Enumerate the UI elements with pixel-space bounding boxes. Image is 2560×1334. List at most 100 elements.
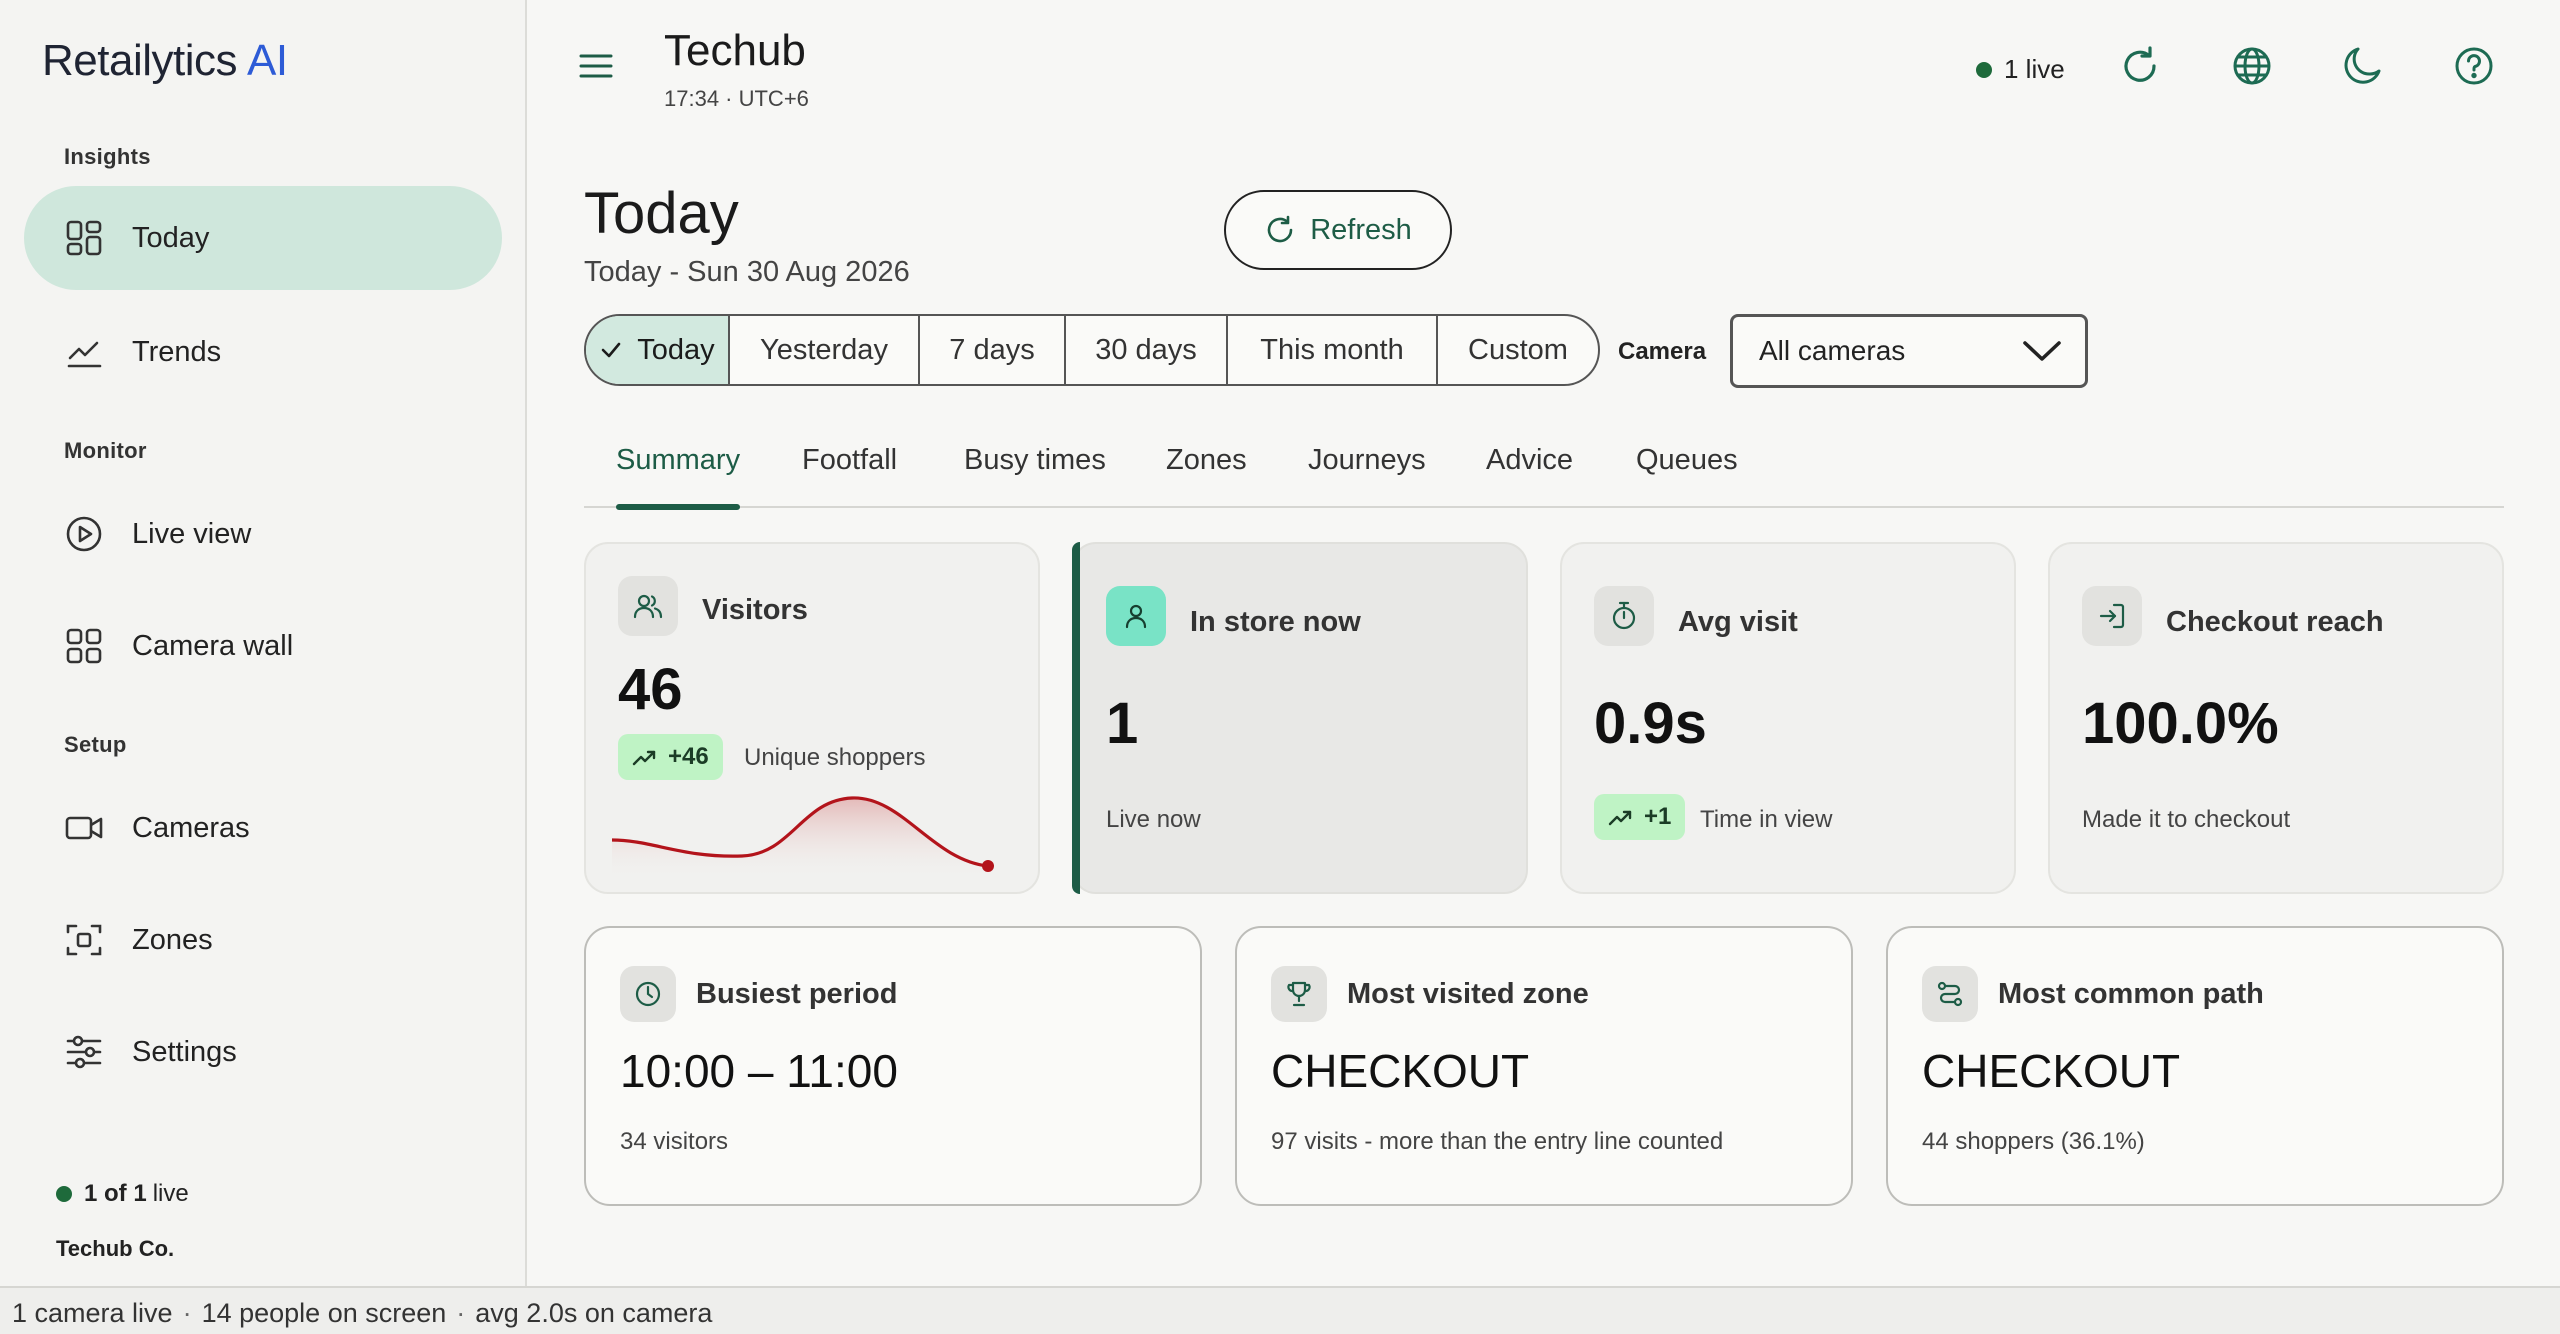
- view-tabs: Summary Footfall Busy times Zones Journe…: [584, 436, 2504, 510]
- sidebar-item-label: Cameras: [132, 811, 250, 844]
- range-30-days[interactable]: 30 days: [1066, 316, 1228, 384]
- date-range-selector: Today Yesterday 7 days 30 days This mont…: [584, 314, 1600, 386]
- menu-icon[interactable]: [578, 48, 614, 84]
- live-count: 1 of 1: [84, 1180, 147, 1207]
- tab-advice[interactable]: Advice: [1486, 444, 1574, 476]
- globe-icon[interactable]: [2230, 44, 2274, 88]
- insight-value: CHECKOUT: [1271, 1045, 1530, 1097]
- range-label: 30 days: [1095, 333, 1197, 366]
- sidebar-item-label: Live view: [132, 517, 252, 550]
- visitors-sparkline: [612, 796, 994, 880]
- refresh-button[interactable]: Refresh: [1224, 190, 1452, 270]
- sidebar-item-label: Settings: [132, 1035, 237, 1068]
- kpi-value: 1: [1106, 691, 1139, 756]
- insight-value: 10:00 – 11:00: [620, 1045, 898, 1097]
- video-camera-icon: [64, 808, 104, 848]
- kpi-subtitle: Made it to checkout: [2082, 806, 2291, 833]
- sidebar-item-label: Camera wall: [132, 629, 294, 662]
- tab-queues[interactable]: Queues: [1636, 444, 1738, 476]
- sidebar-item-trends[interactable]: Trends: [24, 300, 502, 404]
- camera-select-value: All cameras: [1759, 335, 1906, 366]
- sidebar-item-camera-wall[interactable]: Camera wall: [24, 594, 502, 698]
- kpi-card-checkout-reach: Checkout reach 100.0% Made it to checkou…: [2048, 542, 2504, 894]
- section-label-insights: Insights: [64, 144, 151, 169]
- play-circle-icon: [64, 514, 104, 554]
- camera-select[interactable]: All cameras: [1730, 314, 2088, 388]
- trend-chart-icon: [64, 332, 104, 372]
- tab-footfall[interactable]: Footfall: [802, 444, 898, 476]
- kpi-value: 100.0%: [2082, 691, 2279, 756]
- section-label-monitor: Monitor: [64, 438, 147, 463]
- insight-card-busiest-period: Busiest period 10:00 – 11:00 34 visitors: [584, 926, 1202, 1206]
- status-bar: 1 camera live · 14 people on screen · avg 2.…: [0, 1286, 2560, 1334]
- range-yesterday[interactable]: Yesterday: [730, 316, 920, 384]
- status-cameras-live: 1 camera live: [12, 1298, 173, 1328]
- range-this-month[interactable]: This month: [1228, 316, 1438, 384]
- live-suffix: live: [152, 1180, 189, 1207]
- brand-logo[interactable]: Retailytics AI: [42, 36, 288, 86]
- kpi-subtitle: Unique shoppers: [744, 744, 926, 771]
- refresh-icon: [1267, 215, 1293, 243]
- moon-icon[interactable]: [2340, 44, 2384, 88]
- tab-journeys[interactable]: Journeys: [1308, 444, 1426, 476]
- sidebar-item-today[interactable]: Today: [24, 186, 502, 290]
- clock-icon: [620, 966, 676, 1022]
- status-avg-on-camera: avg 2.0s on camera: [475, 1298, 713, 1328]
- help-icon[interactable]: [2452, 44, 2496, 88]
- range-today[interactable]: Today: [586, 316, 730, 384]
- insight-title: Most common path: [1998, 978, 2264, 1010]
- kpi-title: Avg visit: [1678, 606, 1798, 638]
- sidebar: Retailytics AI Insights Today Trends Mon…: [0, 0, 527, 1286]
- sidebar-item-label: Zones: [132, 923, 213, 956]
- insight-subtitle: 34 visitors: [620, 1128, 729, 1155]
- sidebar-live-status: 1 of 1 live: [56, 1180, 189, 1208]
- sidebar-item-cameras[interactable]: Cameras: [24, 776, 502, 880]
- sidebar-item-live-view[interactable]: Live view: [24, 482, 502, 586]
- page-date: Today - Sun 30 Aug 2026: [584, 256, 910, 288]
- check-icon: [601, 342, 621, 358]
- trophy-icon: [1271, 966, 1327, 1022]
- status-people-on-screen: 14 people on screen: [201, 1298, 447, 1328]
- kpi-value: 0.9s: [1594, 691, 1707, 756]
- insight-card-most-common-path: Most common path CHECKOUT 44 shoppers (3…: [1886, 926, 2504, 1206]
- insight-value: CHECKOUT: [1922, 1045, 2181, 1097]
- delta-badge: +1: [1594, 794, 1686, 840]
- users-icon: [618, 576, 678, 636]
- insight-subtitle: 44 shoppers (36.1%): [1922, 1128, 2145, 1155]
- live-dot: [56, 1186, 72, 1202]
- stopwatch-icon: [1594, 586, 1654, 646]
- kpi-subtitle: Time in view: [1700, 806, 1833, 833]
- dashboard-icon: [64, 218, 104, 258]
- tab-busy-times[interactable]: Busy times: [964, 444, 1106, 476]
- insight-title: Most visited zone: [1347, 978, 1589, 1010]
- sidebar-item-label: Trends: [132, 335, 222, 368]
- organization-name: Techub Co.: [56, 1236, 175, 1261]
- range-label: Yesterday: [760, 333, 888, 366]
- tab-summary[interactable]: Summary: [616, 436, 741, 510]
- kpi-card-in-store-now: In store now 1 Live now: [1072, 542, 1528, 894]
- range-7-days[interactable]: 7 days: [920, 316, 1066, 384]
- sidebar-item-zones[interactable]: Zones: [24, 888, 502, 992]
- page-title: Today: [584, 181, 739, 246]
- kpi-title: In store now: [1190, 606, 1361, 638]
- sidebar-item-settings[interactable]: Settings: [24, 1000, 502, 1104]
- store-name: Techub: [664, 26, 806, 75]
- range-label: Custom: [1468, 333, 1568, 366]
- delta-value: +1: [1644, 803, 1672, 830]
- live-dot: [1976, 61, 1992, 78]
- live-indicator: 1 live: [1976, 54, 2065, 85]
- sparkline-endpoint: [982, 860, 994, 872]
- camera-filter-label: Camera: [1618, 338, 1707, 365]
- person-icon: [1106, 586, 1166, 646]
- insight-title: Busiest period: [696, 978, 898, 1010]
- grid-icon: [64, 626, 104, 666]
- range-label: This month: [1260, 333, 1404, 366]
- refresh-icon[interactable]: [2118, 44, 2162, 88]
- brand-suffix: AI: [247, 36, 288, 85]
- range-label: 7 days: [949, 333, 1035, 366]
- brand-name: Retailytics: [42, 36, 238, 85]
- route-icon: [1922, 966, 1978, 1022]
- range-custom[interactable]: Custom: [1438, 316, 1598, 384]
- trend-up-icon: [632, 750, 656, 766]
- tab-zones[interactable]: Zones: [1166, 444, 1247, 476]
